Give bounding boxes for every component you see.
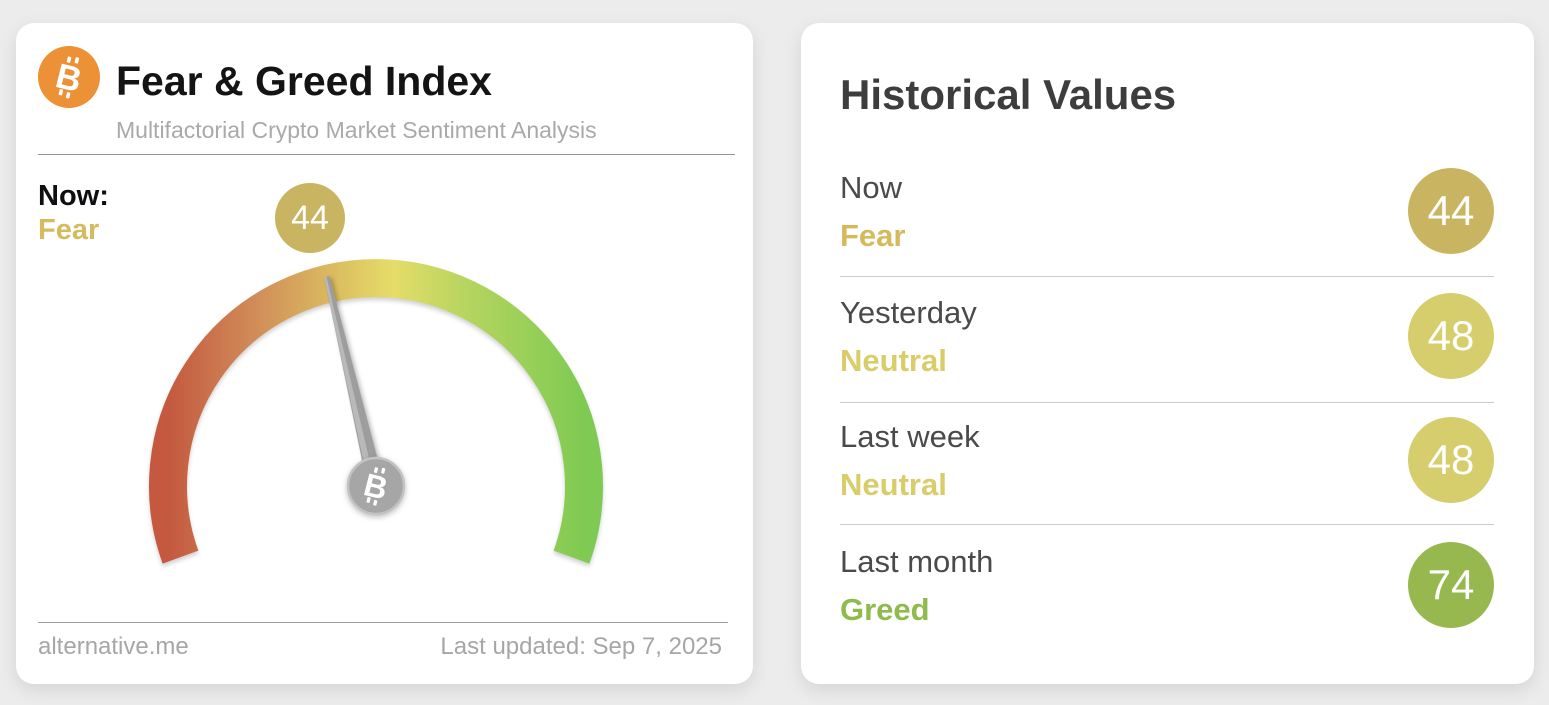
row-period-label: Last week: [840, 418, 980, 454]
row-text: Last month Greed: [840, 545, 993, 626]
historical-row-yesterday: Yesterday Neutral 48: [840, 290, 1494, 382]
historical-values-card: Historical Values Now Fear 44 Yesterday …: [801, 23, 1534, 684]
row-text: Last week Neutral: [840, 420, 980, 501]
gauge-card-titles: Fear & Greed Index Multifactorial Crypto…: [116, 58, 597, 143]
row-period-label: Now: [840, 169, 903, 205]
now-sentiment: Fear: [38, 214, 100, 246]
current-sentiment-block: Now: Fear: [38, 181, 109, 246]
row-period-label: Last month: [840, 543, 994, 579]
historical-row-now: Now Fear 44: [840, 165, 1494, 257]
source-link[interactable]: alternative.me: [38, 633, 189, 660]
row-value-badge: 44: [1408, 168, 1494, 254]
row-value-badge: 74: [1408, 542, 1494, 628]
card-subtitle: Multifactorial Crypto Market Sentiment A…: [116, 117, 597, 143]
row-text: Yesterday Neutral: [840, 296, 977, 377]
historical-title: Historical Values: [840, 71, 1177, 118]
last-updated-text: Last updated: Sep 7, 2025: [440, 633, 722, 660]
gauge-arc: [149, 259, 603, 564]
historical-row-last-week: Last week Neutral 48: [840, 414, 1494, 506]
row-text: Now Fear: [840, 171, 905, 252]
now-label: Now:: [38, 180, 109, 212]
historical-row-last-month: Last month Greed 74: [840, 539, 1494, 631]
gauge-needle: [324, 276, 385, 488]
gauge-card-header: Fear & Greed Index Multifactorial Crypto…: [38, 46, 597, 143]
row-value-badge: 48: [1408, 293, 1494, 379]
fear-greed-gauge: [149, 259, 603, 564]
footer-divider: [38, 622, 728, 623]
bitcoin-logo-icon: [38, 46, 100, 108]
row-period-label: Yesterday: [840, 294, 977, 330]
row-divider: [840, 402, 1494, 403]
row-divider: [840, 524, 1494, 525]
row-sentiment: Neutral: [840, 466, 947, 502]
current-value-badge: 44: [275, 183, 345, 253]
row-divider: [840, 276, 1494, 277]
row-sentiment: Greed: [840, 591, 930, 627]
header-divider: [38, 154, 735, 155]
gauge-card-footer: alternative.me Last updated: Sep 7, 2025: [38, 633, 722, 661]
fear-greed-card: Fear & Greed Index Multifactorial Crypto…: [16, 23, 753, 684]
card-title: Fear & Greed Index: [116, 58, 492, 104]
row-sentiment: Fear: [840, 217, 906, 253]
row-sentiment: Neutral: [840, 342, 947, 378]
row-value-badge: 48: [1408, 417, 1494, 503]
